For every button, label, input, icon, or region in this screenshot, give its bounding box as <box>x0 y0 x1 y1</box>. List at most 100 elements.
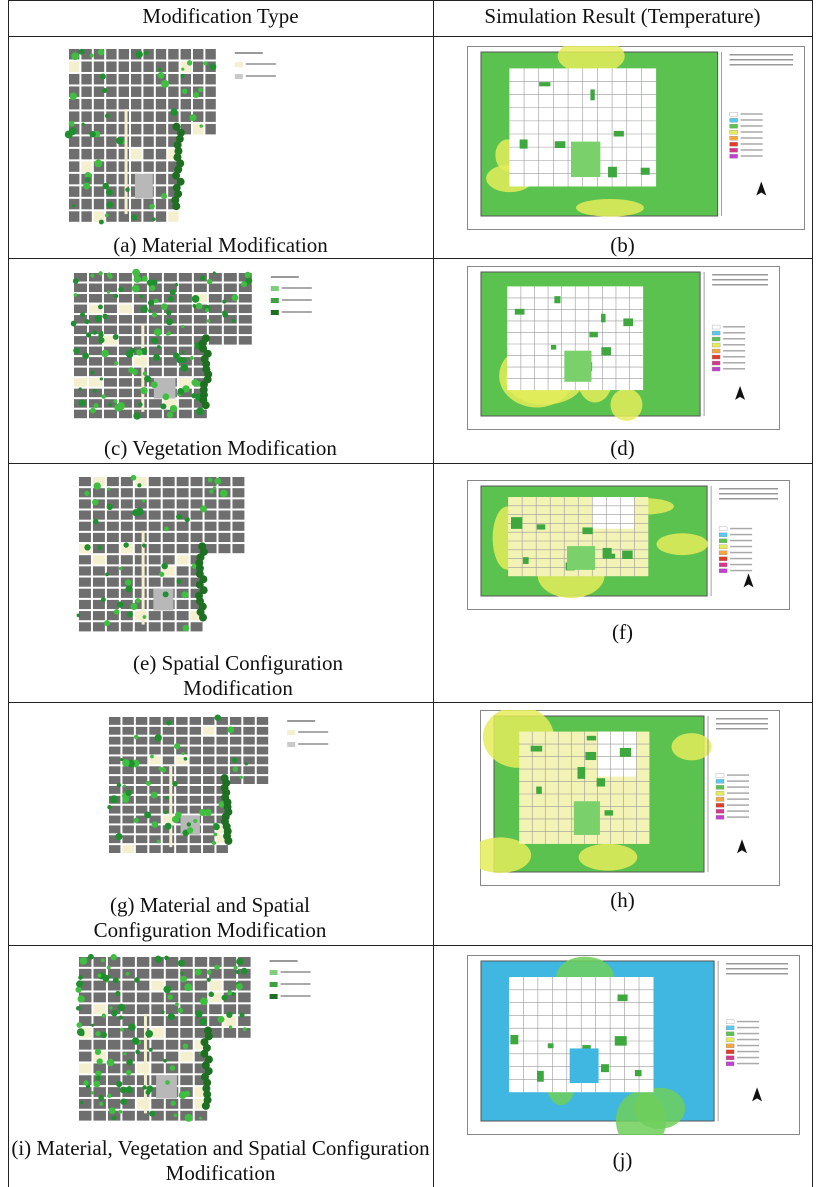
shape <box>133 818 138 823</box>
shape <box>137 1063 149 1073</box>
shape <box>143 372 147 376</box>
shape <box>190 737 201 745</box>
shape <box>109 816 120 824</box>
shape <box>205 511 217 520</box>
shape <box>161 1011 165 1015</box>
shape <box>98 974 102 978</box>
shape <box>122 845 133 853</box>
shape <box>122 981 134 991</box>
shape <box>511 517 522 529</box>
shape <box>104 410 117 419</box>
shape <box>177 544 189 553</box>
shape <box>200 997 208 1005</box>
shape <box>719 498 778 500</box>
shape <box>136 727 147 735</box>
shape <box>156 86 166 96</box>
caption: (j) <box>433 1148 812 1173</box>
shape <box>93 611 105 620</box>
shape <box>74 368 87 377</box>
shape <box>149 204 154 209</box>
shape <box>236 983 243 990</box>
shape <box>222 312 228 318</box>
shape <box>153 589 173 611</box>
shape <box>712 279 768 281</box>
shape <box>151 1028 163 1038</box>
shape <box>122 766 133 774</box>
shape <box>172 781 177 786</box>
shape <box>219 533 231 542</box>
shape <box>145 1030 153 1038</box>
shape <box>596 977 639 1023</box>
shape <box>190 114 197 121</box>
shape <box>136 835 147 843</box>
shape <box>239 294 252 303</box>
shape <box>79 1040 91 1050</box>
shape <box>180 1075 192 1085</box>
shape <box>178 960 185 967</box>
shape <box>81 211 91 221</box>
shape <box>163 845 174 853</box>
shape <box>143 124 153 134</box>
shape <box>203 727 214 735</box>
shape <box>220 490 228 498</box>
shape <box>149 544 161 553</box>
shape <box>232 499 244 508</box>
shape <box>132 1037 140 1045</box>
shape <box>79 499 91 508</box>
shape <box>85 319 90 324</box>
shape <box>190 845 201 853</box>
shape <box>239 315 252 324</box>
shape <box>166 1052 178 1062</box>
shape <box>203 61 207 65</box>
shape <box>151 992 163 1002</box>
shape <box>551 345 556 350</box>
shape <box>119 305 132 314</box>
shape <box>107 487 110 490</box>
shape <box>243 747 254 755</box>
shape <box>230 747 241 755</box>
shape <box>657 533 708 555</box>
shape <box>213 271 216 274</box>
shape <box>163 488 175 497</box>
shape <box>200 124 203 127</box>
shape <box>730 130 738 134</box>
shape <box>101 1032 107 1038</box>
shape <box>730 118 738 122</box>
map-image <box>70 950 350 1130</box>
shape <box>737 1057 759 1059</box>
shape <box>71 321 77 327</box>
shape <box>149 806 160 814</box>
shape <box>119 86 129 96</box>
shape <box>224 284 237 293</box>
shape <box>93 992 105 1002</box>
shape <box>270 970 278 975</box>
shape <box>98 1095 104 1101</box>
shape <box>98 271 102 275</box>
shape <box>737 1033 759 1035</box>
shape <box>216 727 227 735</box>
shape <box>127 611 133 617</box>
shape <box>151 1099 163 1109</box>
shape <box>577 767 585 779</box>
shape <box>86 332 91 337</box>
shape <box>136 776 147 784</box>
shape <box>203 845 214 853</box>
caption: (i) Material, Vegetation and Spatial Con… <box>8 1136 433 1186</box>
shape <box>207 972 210 975</box>
shape <box>618 994 628 1001</box>
shape <box>79 600 91 609</box>
shape <box>231 294 238 301</box>
simulation-image <box>480 710 780 886</box>
shape <box>147 279 153 285</box>
shape <box>537 524 545 529</box>
shape <box>238 1004 250 1014</box>
shape <box>81 86 91 96</box>
shape <box>608 167 617 178</box>
shape <box>726 973 788 975</box>
rule <box>8 36 812 37</box>
shape <box>209 315 222 324</box>
shape <box>159 767 163 771</box>
shape <box>98 49 104 55</box>
shape <box>178 1008 184 1014</box>
shape <box>187 827 193 833</box>
